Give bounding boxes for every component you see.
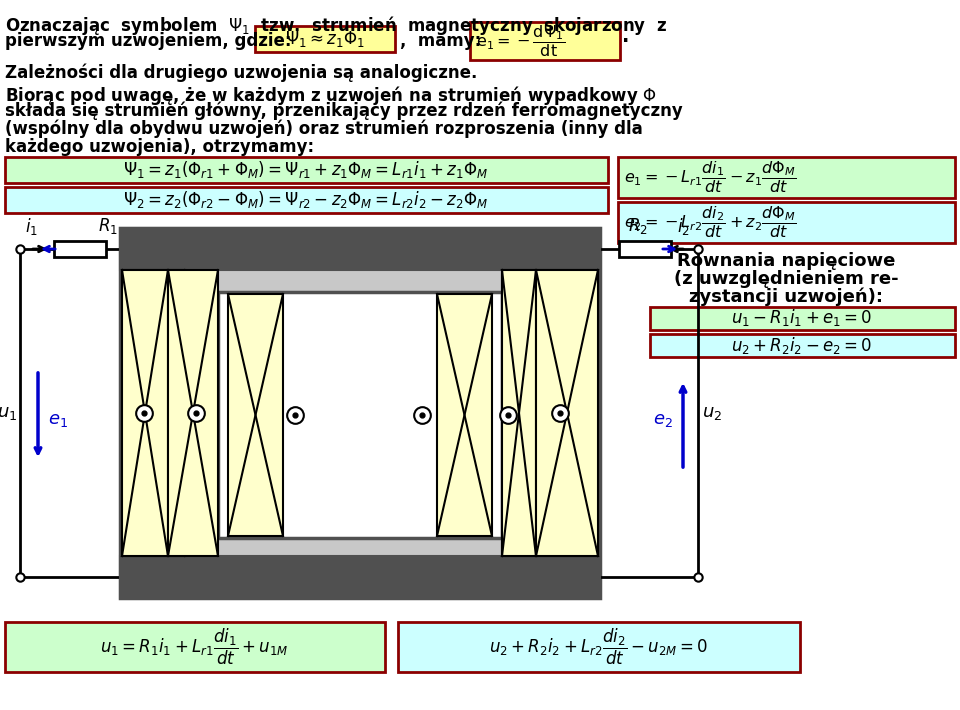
Text: pierwszym uzwojeniem, gdzie:: pierwszym uzwojeniem, gdzie: <box>5 32 292 50</box>
Polygon shape <box>437 294 492 536</box>
Text: $u_1 = R_1i_1 + L_{r1}\dfrac{di_1}{dt} + u_{1M}$: $u_1 = R_1i_1 + L_{r1}\dfrac{di_1}{dt} +… <box>100 627 288 667</box>
Text: $R_1$: $R_1$ <box>98 216 118 236</box>
Polygon shape <box>502 270 598 556</box>
Bar <box>120 228 600 270</box>
Text: $e_2 = -L_{r2}\dfrac{di_2}{dt} + z_2\dfrac{d\Phi_M}{dt}$: $e_2 = -L_{r2}\dfrac{di_2}{dt} + z_2\dfr… <box>624 204 797 240</box>
Text: $e_1 = -L_{r1}\dfrac{di_1}{dt} - z_1\dfrac{d\Phi_M}{dt}$: $e_1 = -L_{r1}\dfrac{di_1}{dt} - z_1\dfr… <box>624 159 797 195</box>
Text: $e_2$: $e_2$ <box>653 411 673 429</box>
Bar <box>470 22 620 60</box>
Text: $e_1$: $e_1$ <box>48 411 68 429</box>
Polygon shape <box>502 270 536 556</box>
Text: (z uwzględnieniem re-: (z uwzględnieniem re- <box>674 270 899 288</box>
Text: Równania napięciowe: Równania napięciowe <box>677 252 895 271</box>
Bar <box>54 241 106 257</box>
Bar <box>5 157 608 183</box>
Polygon shape <box>168 270 218 556</box>
Bar <box>618 202 955 243</box>
Bar <box>120 228 600 598</box>
Text: $u_2 + R_2i_2 - e_2 = 0$: $u_2 + R_2i_2 - e_2 = 0$ <box>732 334 873 356</box>
Text: $\Psi_1 \approx z_1\Phi_1$: $\Psi_1 \approx z_1\Phi_1$ <box>285 29 365 49</box>
Polygon shape <box>185 292 218 538</box>
Bar <box>218 292 502 538</box>
Text: $i_2$: $i_2$ <box>677 216 690 237</box>
Text: $\Psi_2 = z_2(\Phi_{r2}-\Phi_M) = \Psi_{r2}-z_2\Phi_M = L_{r2}i_2-z_2\Phi_M$: $\Psi_2 = z_2(\Phi_{r2}-\Phi_M) = \Psi_{… <box>123 190 489 210</box>
Text: $u_1$: $u_1$ <box>0 404 17 422</box>
Text: $i_1$: $i_1$ <box>25 216 38 237</box>
Bar <box>619 241 671 257</box>
Bar <box>255 26 395 52</box>
Text: $\mathrm{e_1} = -\dfrac{\mathrm{d}\Psi_1}{\mathrm{dt}}$: $\mathrm{e_1} = -\dfrac{\mathrm{d}\Psi_1… <box>476 23 565 59</box>
Text: składa się strumień główny, przenikający przez rdzeń ferromagnetyczny: składa się strumień główny, przenikający… <box>5 102 683 121</box>
Text: Zależności dla drugiego uzwojenia są analogiczne.: Zależności dla drugiego uzwojenia są ana… <box>5 64 477 82</box>
Polygon shape <box>228 294 283 536</box>
Bar <box>5 622 385 672</box>
Text: $u_2$: $u_2$ <box>702 404 722 422</box>
Bar <box>618 157 955 198</box>
Text: $\Psi_1 = z_1(\Phi_{r1}+\Phi_M) = \Psi_{r1}+z_1\Phi_M = L_{r1}i_1+z_1\Phi_M$: $\Psi_1 = z_1(\Phi_{r1}+\Phi_M) = \Psi_{… <box>123 160 489 180</box>
Text: Oznaczając  symbolem  $\Psi_1$  tzw.  strumień  magnetyczny  skojarzony  z: Oznaczając symbolem $\Psi_1$ tzw. strumi… <box>5 14 667 37</box>
Polygon shape <box>122 270 168 556</box>
Bar <box>650 307 955 330</box>
Text: ,  mamy:: , mamy: <box>400 32 481 50</box>
Bar <box>120 556 600 598</box>
Text: .: . <box>622 26 630 45</box>
Bar <box>5 187 608 213</box>
Text: zystancji uzwojeń):: zystancji uzwojeń): <box>689 288 883 307</box>
Bar <box>650 334 955 357</box>
Text: każdego uzwojenia), otrzymamy:: każdego uzwojenia), otrzymamy: <box>5 138 314 156</box>
Polygon shape <box>536 270 598 556</box>
Text: $u_1 - R_1i_1 + e_1 = 0$: $u_1 - R_1i_1 + e_1 = 0$ <box>732 307 873 329</box>
Text: (wspólny dla obydwu uzwojeń) oraz strumień rozproszenia (inny dla: (wspólny dla obydwu uzwojeń) oraz strumi… <box>5 120 643 138</box>
Text: $u_2 + R_2i_2 + L_{r2}\dfrac{di_2}{dt} - u_{2M} = 0$: $u_2 + R_2i_2 + L_{r2}\dfrac{di_2}{dt} -… <box>490 627 708 667</box>
Text: Biorąc pod uwagę, że w każdym z uzwojeń na strumień wypadkowy $\Phi$: Biorąc pod uwagę, że w każdym z uzwojeń … <box>5 84 657 107</box>
Text: $R_2$: $R_2$ <box>628 216 648 236</box>
Bar <box>398 622 800 672</box>
Polygon shape <box>122 270 185 556</box>
